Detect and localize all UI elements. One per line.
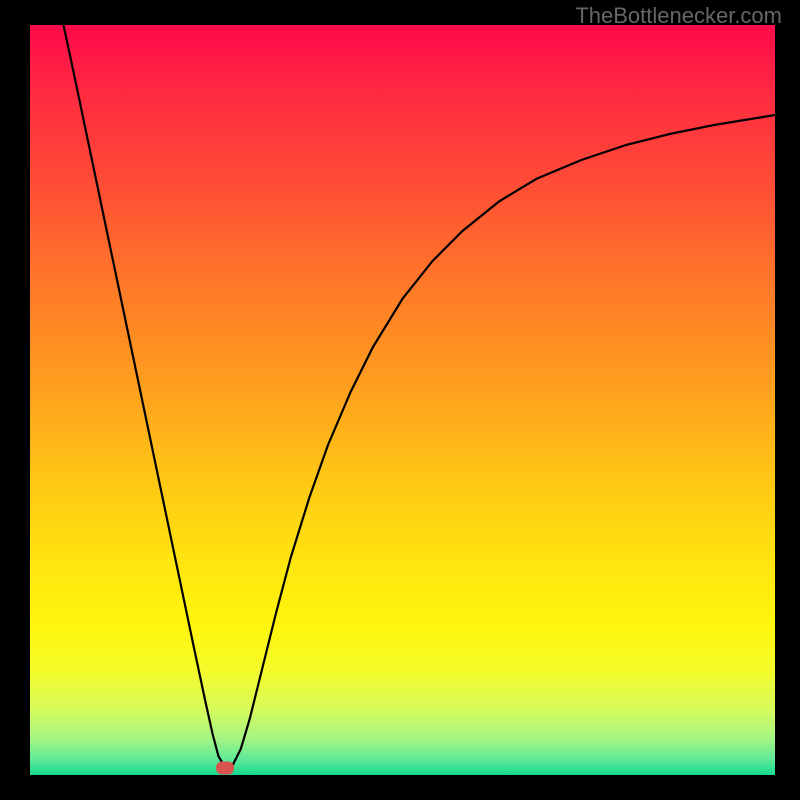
curve-path [64,25,775,768]
chart-frame: TheBottlenecker.com [0,0,800,800]
bottleneck-curve [30,25,775,775]
watermark-text: TheBottlenecker.com [575,3,782,29]
optimal-point-marker [216,761,234,774]
plot-area [30,25,775,775]
